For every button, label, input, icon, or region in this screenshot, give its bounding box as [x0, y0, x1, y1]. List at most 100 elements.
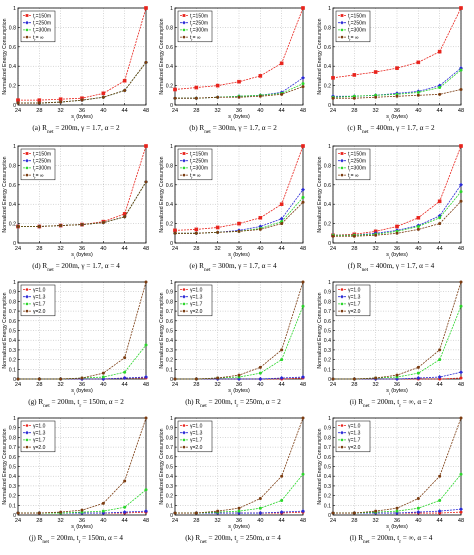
chart-panel-e: 0 0.2 0.4 0.6 0.8 1 24 28 32 36 40 44 48 sl (bytes) No…	[159, 144, 306, 273]
y-axis-label: Normalized Energy Consumption	[317, 428, 323, 504]
legend-label: tr= ∞	[33, 35, 44, 42]
y-tick-label: 0.5	[9, 465, 16, 471]
x-tick-label: 32	[58, 246, 64, 252]
data-point	[301, 304, 305, 308]
legend-label: tr= ∞	[348, 35, 359, 42]
y-axis-label: Normalized Energy Consumption	[2, 156, 8, 232]
y-tick-label: 0.5	[324, 465, 331, 471]
data-point	[215, 83, 220, 88]
legend-marker	[25, 166, 29, 170]
chart-panel-l: 0 0.1 0.2 0.3 0.4 0.5 0.6 0.7 0.8 0.9 1 24 28 32 36 40 4…	[317, 416, 464, 545]
data-point	[80, 223, 84, 227]
legend-marker	[340, 288, 344, 291]
data-point	[123, 215, 127, 219]
legend-label: γ=1.0	[33, 423, 46, 429]
x-tick-label: 28	[351, 382, 357, 388]
data-point	[237, 221, 241, 226]
x-axis-label: sl (bytes)	[386, 524, 408, 532]
data-point	[144, 60, 148, 64]
data-point	[194, 85, 199, 90]
y-tick-label: 0.2	[9, 84, 16, 90]
data-point	[459, 376, 463, 380]
y-tick-label: 0.4	[9, 64, 16, 70]
y-tick-label: 0.7	[324, 445, 331, 451]
y-tick-label: 0	[13, 103, 16, 109]
x-tick-label: 44	[437, 382, 443, 388]
y-tick-label: 0.5	[324, 329, 331, 335]
x-tick-label: 24	[172, 246, 178, 252]
panel-caption: (d) Rnet = 200m, γ = 1.7, α = 4	[32, 262, 120, 273]
legend-label: tr=250m	[348, 159, 366, 166]
x-tick-label: 24	[330, 518, 336, 524]
x-axis-label: sl (bytes)	[71, 388, 93, 396]
data-point	[416, 215, 421, 220]
x-tick-label: 36	[79, 246, 85, 252]
data-point	[352, 73, 357, 77]
data-point	[237, 373, 241, 377]
legend-marker	[340, 430, 344, 435]
y-axis-label: Normalized Energy Consumption	[159, 156, 165, 232]
data-point	[459, 87, 463, 91]
data-point	[101, 91, 106, 96]
y-tick-label: 0	[170, 377, 173, 383]
y-tick-label: 0.8	[324, 299, 331, 305]
x-tick-label: 36	[79, 518, 85, 524]
chart-panel-k: 0 0.1 0.2 0.3 0.4 0.5 0.6 0.7 0.8 0.9 1 24 28 32 36 40 4…	[159, 416, 306, 545]
y-tick-label: 0.6	[166, 183, 173, 189]
legend-marker	[340, 424, 344, 427]
x-tick-label: 40	[257, 382, 263, 388]
legend-marker	[182, 424, 186, 427]
x-tick-label: 24	[15, 246, 21, 252]
data-point	[437, 49, 442, 54]
y-tick-label: 0	[13, 241, 16, 247]
x-tick-label: 36	[79, 108, 85, 114]
legend-marker	[25, 294, 29, 299]
x-tick-label: 40	[415, 518, 421, 524]
y-tick-label: 1	[13, 280, 16, 286]
chart-panel-f: 0 0.2 0.4 0.6 0.8 1 24 28 32 36 40 44 48 sl (bytes) No…	[317, 144, 464, 273]
data-point	[374, 376, 378, 380]
y-tick-label: 1	[328, 416, 331, 422]
legend-label: γ=1.0	[348, 287, 361, 293]
data-point	[301, 200, 305, 204]
legend-marker	[182, 152, 186, 155]
y-tick-label: 0.9	[166, 290, 173, 296]
data-point	[395, 506, 399, 510]
x-tick-label: 28	[36, 246, 42, 252]
x-tick-label: 28	[193, 382, 199, 388]
legend-label: tr=300m	[348, 28, 366, 35]
data-point	[80, 508, 84, 512]
data-point	[123, 88, 127, 92]
y-tick-label: 0.8	[166, 299, 173, 305]
y-tick-label: 0	[328, 241, 331, 247]
y-tick-label: 0.2	[324, 494, 331, 500]
data-point	[279, 510, 284, 515]
data-point	[194, 96, 198, 100]
y-tick-label: 0.2	[324, 358, 331, 364]
y-tick-label: 0.6	[166, 45, 173, 51]
data-point	[144, 488, 148, 492]
x-tick-label: 28	[36, 518, 42, 524]
y-tick-label: 0.3	[166, 484, 173, 490]
data-point	[459, 370, 463, 375]
y-tick-label: 0.6	[9, 319, 16, 325]
y-tick-label: 0.7	[324, 309, 331, 315]
legend-label: γ=1.7	[190, 438, 203, 444]
x-tick-label: 28	[193, 518, 199, 524]
y-tick-label: 0.9	[324, 290, 331, 296]
chart-panel-i: 0 0.1 0.2 0.3 0.4 0.5 0.6 0.7 0.8 0.9 1 24 28 32 36 40 4…	[317, 280, 464, 409]
legend-label: tr= ∞	[348, 173, 359, 180]
legend-label: γ=1.7	[33, 438, 46, 444]
x-tick-label: 40	[415, 246, 421, 252]
data-point	[416, 93, 420, 97]
data-point	[237, 79, 241, 84]
x-tick-label: 28	[351, 108, 357, 114]
y-tick-label: 0.4	[166, 474, 173, 480]
data-point	[216, 376, 220, 380]
y-tick-label: 0.4	[324, 64, 331, 70]
x-tick-label: 36	[236, 518, 242, 524]
legend-label: γ=1.7	[33, 302, 46, 308]
panel-caption: (k) Rnet = 200m, tr = 250m, α = 4	[185, 534, 281, 545]
y-tick-label: 0.8	[9, 163, 16, 169]
y-tick-label: 0.4	[324, 338, 331, 344]
